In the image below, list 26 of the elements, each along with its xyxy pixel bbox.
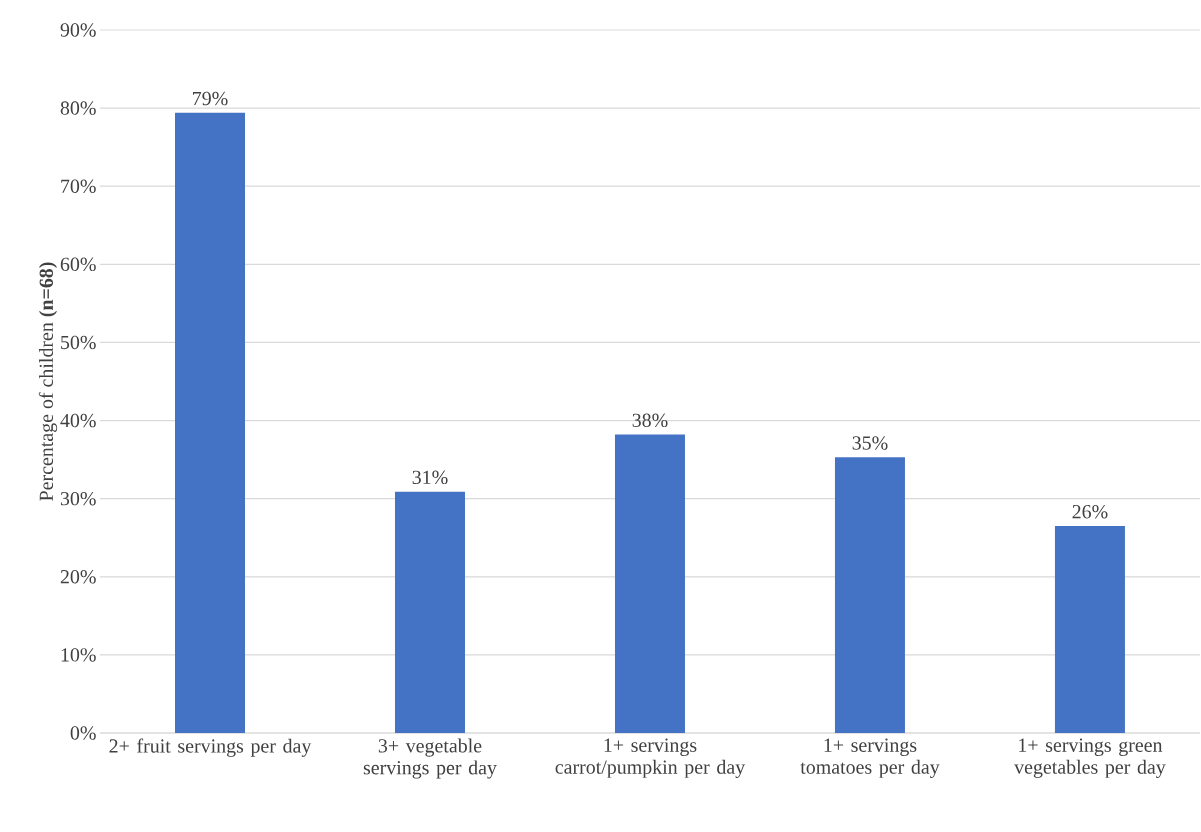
x-tick-label: 1+ servings carrot/pumpkin per day: [555, 738, 746, 778]
data-label: 26%: [1072, 504, 1108, 519]
x-tick-label: 1+ servings green vegetables per day: [1014, 738, 1166, 778]
x-tick-label: 3+ vegetable servings per day: [363, 738, 497, 779]
y-tick-label: 40%: [60, 413, 96, 428]
y-tick-label: 30%: [60, 491, 96, 506]
bar: [394, 491, 465, 733]
data-label: 35%: [852, 436, 888, 450]
y-tick-label: 90%: [60, 23, 96, 37]
y-tick-label: 60%: [60, 257, 96, 272]
y-tick-label: 0%: [70, 726, 96, 740]
bar: [614, 434, 685, 733]
bar: [834, 457, 905, 733]
x-tick-label: 2+ fruit servings per day: [109, 738, 312, 757]
y-tick-label: 80%: [60, 101, 96, 115]
bar: [1054, 526, 1125, 733]
y-tick-label: 20%: [60, 570, 96, 584]
data-label: 31%: [412, 470, 448, 485]
y-axis-title: Percentage of children (n=68): [38, 262, 58, 501]
bar: [174, 112, 245, 733]
y-tick-label: 10%: [61, 648, 96, 662]
y-tick-label: 70%: [61, 179, 96, 193]
x-tick-label: 1+ servings tomatoes per day: [800, 738, 940, 778]
y-tick-label: 50%: [61, 335, 96, 350]
data-label: 79%: [193, 91, 228, 106]
data-label: 38%: [632, 413, 668, 428]
